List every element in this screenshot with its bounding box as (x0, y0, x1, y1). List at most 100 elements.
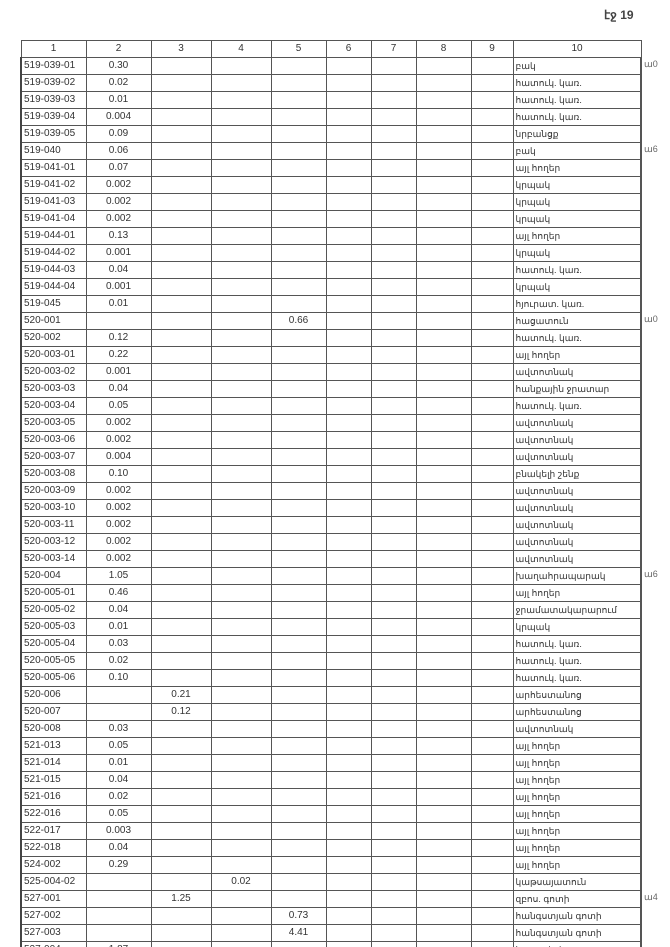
margin-note: ա4 (644, 892, 658, 902)
area-cell: 0.04 (85, 380, 152, 398)
parcel-code-cell: 520-008 (20, 720, 87, 738)
area-cell (470, 431, 514, 449)
table-row: 519-045 0.01 հյուրատ. կառ. (20, 295, 642, 313)
area-cell (210, 669, 272, 687)
area-cell (150, 482, 212, 500)
parcel-code-cell: 519-044-04 (20, 278, 87, 296)
area-cell (415, 720, 472, 738)
area-cell (470, 210, 514, 228)
area-cell (325, 193, 372, 211)
table-row: 519-041-04 0.002 կրպակ (20, 210, 642, 228)
area-cell (370, 890, 417, 908)
land-use-cell: այլ հողեր (512, 227, 642, 245)
area-cell: 0.12 (150, 703, 212, 721)
parcel-code-cell: 520-007 (20, 703, 87, 721)
parcel-code-cell: 520-002 (20, 329, 87, 347)
area-cell (370, 754, 417, 772)
area-cell (370, 261, 417, 279)
area-cell (325, 397, 372, 415)
area-cell: 0.04 (85, 261, 152, 279)
table-row: 519-039-04 0.004 հատուկ. կառ. (20, 108, 642, 126)
area-cell (470, 601, 514, 619)
land-use-cell: այլ հողեր (512, 754, 642, 772)
area-cell (325, 584, 372, 602)
area-cell (370, 465, 417, 483)
area-cell: 0.003 (85, 822, 152, 840)
area-cell (470, 482, 514, 500)
land-use-cell: այլ հողեր (512, 771, 642, 789)
area-cell (415, 584, 472, 602)
area-cell (470, 380, 514, 398)
table-row: 521-015 0.04 այլ հողեր (20, 771, 642, 789)
table-row: 525-004-02 0.02 կաթսայատուն (20, 873, 642, 891)
area-cell (415, 159, 472, 177)
table-row: 520-003-12 0.002 ավտոտնակ (20, 533, 642, 551)
area-cell (370, 414, 417, 432)
area-cell (415, 890, 472, 908)
area-cell (370, 873, 417, 891)
area-cell (470, 584, 514, 602)
area-cell (415, 227, 472, 245)
parcel-code-cell: 524-002 (20, 856, 87, 874)
table-row: 520-003-09 0.002 ավտոտնակ (20, 482, 642, 500)
area-cell (415, 822, 472, 840)
parcel-code-cell: 519-039-01 (20, 57, 87, 75)
area-cell (325, 907, 372, 925)
table-row: 527-002 0.73 հանգստյան գոտի (20, 907, 642, 925)
table-row: 519-039-03 0.01 հատուկ. կառ. (20, 91, 642, 109)
area-cell (210, 329, 272, 347)
table-row: 520-001 0.66 հացատուն (20, 312, 642, 330)
table-row: 520-003-02 0.001 ավտոտնակ (20, 363, 642, 381)
land-use-cell: ավտոտնակ (512, 448, 642, 466)
area-cell (150, 533, 212, 551)
area-cell (470, 227, 514, 245)
area-cell (370, 227, 417, 245)
parcel-code-cell: 520-003-09 (20, 482, 87, 500)
area-cell (85, 703, 152, 721)
table-row: 519-039-05 0.09 նրբանցք (20, 125, 642, 143)
area-cell (415, 533, 472, 551)
parcel-code-cell: 520-003-05 (20, 414, 87, 432)
area-cell (415, 142, 472, 160)
land-use-cell: այլ հողեր (512, 584, 642, 602)
area-cell (325, 227, 372, 245)
area-cell (370, 941, 417, 947)
area-cell (210, 91, 272, 109)
area-cell (470, 805, 514, 823)
area-cell (415, 669, 472, 687)
land-use-cell: ավտոտնակ (512, 533, 642, 551)
area-cell (370, 329, 417, 347)
land-use-cell: արհեստանոց (512, 686, 642, 704)
area-cell: 0.02 (85, 74, 152, 92)
area-cell (325, 278, 372, 296)
area-cell: 0.05 (85, 397, 152, 415)
column-header-4: 4 (210, 40, 272, 58)
area-cell (150, 754, 212, 772)
area-cell (415, 788, 472, 806)
area-cell (415, 108, 472, 126)
area-cell (470, 788, 514, 806)
area-cell (270, 227, 327, 245)
area-cell (415, 278, 472, 296)
margin-note: ա6 (644, 144, 658, 154)
area-cell (150, 414, 212, 432)
area-cell (270, 788, 327, 806)
area-cell: 0.04 (85, 771, 152, 789)
parcel-code-cell: 519-044-02 (20, 244, 87, 262)
area-cell (415, 363, 472, 381)
land-use-cell: այլ հողեր (512, 737, 642, 755)
area-cell (85, 890, 152, 908)
column-header-9: 9 (470, 40, 514, 58)
parcel-code-cell: 520-004 (20, 567, 87, 585)
area-cell: 0.03 (85, 635, 152, 653)
parcel-code-cell: 521-014 (20, 754, 87, 772)
area-cell (415, 652, 472, 670)
area-cell (270, 210, 327, 228)
area-cell (415, 414, 472, 432)
area-cell: 0.002 (85, 516, 152, 534)
land-use-cell: ավտոտնակ (512, 482, 642, 500)
table-row: 520-007 0.12 արհեստանոց (20, 703, 642, 721)
area-cell (150, 312, 212, 330)
land-use-cell: արհեստանոց (512, 703, 642, 721)
